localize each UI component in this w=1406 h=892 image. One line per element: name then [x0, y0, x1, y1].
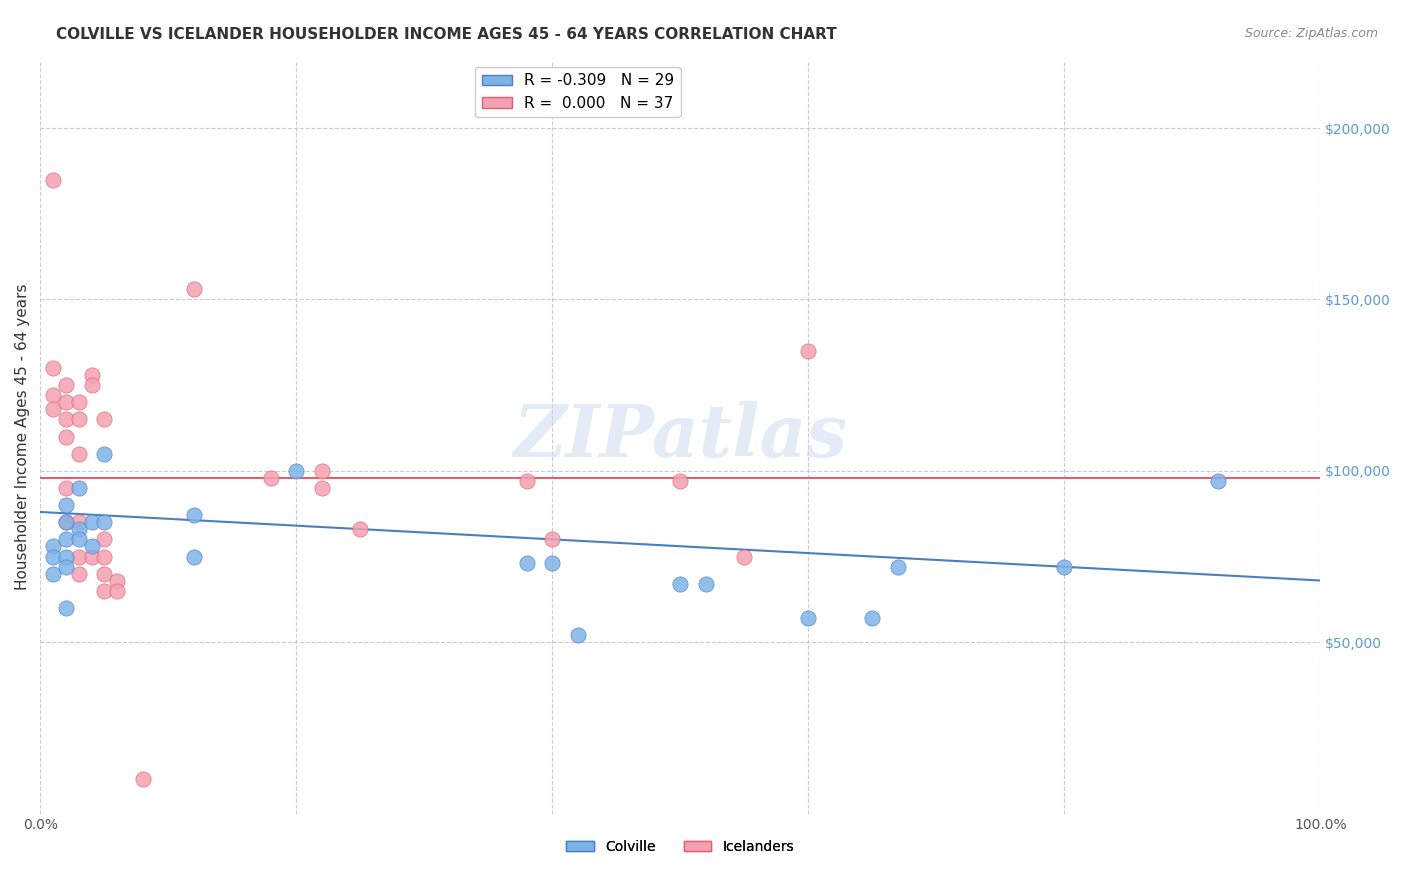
Point: [42, 402, 65, 417]
Point: [42, 549, 65, 564]
Point: [55, 559, 77, 574]
Point: [67, 412, 90, 426]
Point: [93, 549, 115, 564]
Point: [516, 557, 538, 571]
Point: [1053, 559, 1076, 574]
Point: [183, 282, 205, 296]
Point: [567, 628, 589, 642]
Point: [55, 395, 77, 409]
Point: [695, 577, 717, 591]
Point: [797, 343, 820, 358]
Point: [349, 522, 371, 536]
Point: [42, 388, 65, 402]
Y-axis label: Householder Income Ages 45 - 64 years: Householder Income Ages 45 - 64 years: [15, 284, 30, 590]
Text: COLVILLE VS ICELANDER HOUSEHOLDER INCOME AGES 45 - 64 YEARS CORRELATION CHART: COLVILLE VS ICELANDER HOUSEHOLDER INCOME…: [56, 27, 837, 42]
Point: [311, 464, 333, 478]
Point: [105, 583, 128, 598]
Point: [67, 515, 90, 529]
Point: [55, 481, 77, 495]
Point: [67, 522, 90, 536]
Point: [55, 601, 77, 615]
Point: [669, 474, 692, 488]
Point: [260, 471, 283, 485]
Point: [93, 533, 115, 547]
Point: [105, 574, 128, 588]
Point: [55, 498, 77, 512]
Point: [93, 515, 115, 529]
Point: [55, 515, 77, 529]
Point: [67, 395, 90, 409]
Text: Source: ZipAtlas.com: Source: ZipAtlas.com: [1244, 27, 1378, 40]
Point: [797, 611, 820, 625]
Point: [860, 611, 883, 625]
Point: [887, 559, 910, 574]
Point: [80, 549, 103, 564]
Point: [55, 429, 77, 443]
Point: [55, 533, 77, 547]
Point: [55, 378, 77, 392]
Point: [42, 361, 65, 376]
Point: [1206, 474, 1229, 488]
Point: [93, 583, 115, 598]
Point: [67, 481, 90, 495]
Point: [93, 412, 115, 426]
Point: [93, 447, 115, 461]
Legend: Colville, Icelanders: Colville, Icelanders: [561, 834, 800, 859]
Point: [42, 172, 65, 186]
Point: [733, 549, 755, 564]
Point: [80, 378, 103, 392]
Point: [67, 533, 90, 547]
Point: [285, 464, 308, 478]
Point: [67, 566, 90, 581]
Point: [42, 566, 65, 581]
Point: [67, 549, 90, 564]
Point: [516, 474, 538, 488]
Point: [55, 515, 77, 529]
Point: [669, 577, 692, 591]
Point: [55, 412, 77, 426]
Point: [311, 481, 333, 495]
Point: [541, 533, 564, 547]
Point: [55, 549, 77, 564]
Point: [93, 566, 115, 581]
Point: [183, 508, 205, 523]
Point: [183, 549, 205, 564]
Point: [42, 539, 65, 553]
Point: [67, 447, 90, 461]
Point: [132, 772, 155, 787]
Text: ZIPatlas: ZIPatlas: [513, 401, 848, 472]
Point: [541, 557, 564, 571]
Point: [80, 515, 103, 529]
Point: [80, 539, 103, 553]
Point: [80, 368, 103, 382]
